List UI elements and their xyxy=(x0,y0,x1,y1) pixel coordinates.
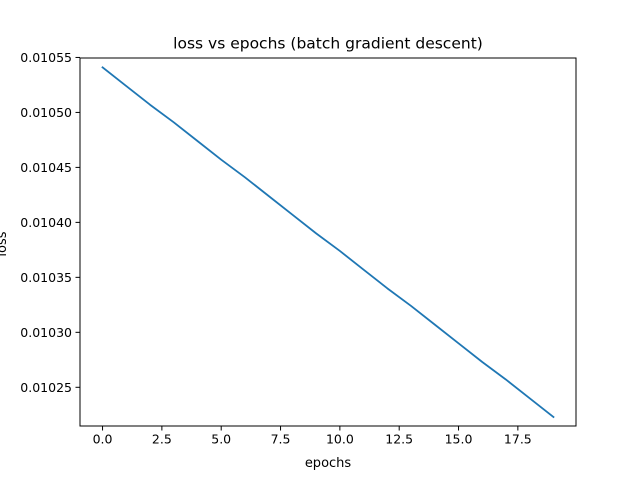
x-tick-label: 2.5 xyxy=(152,432,172,447)
x-tick-label: 7.5 xyxy=(271,432,291,447)
x-axis: 0.0 2.5 5.0 7.5 10.0 12.5 15.0 17.5 xyxy=(93,426,532,447)
y-tick-label: 0.01045 xyxy=(20,160,72,175)
y-tick-label: 0.01030 xyxy=(20,325,72,340)
series-line-0 xyxy=(101,66,555,419)
y-axis: 0.01025 0.01030 0.01035 0.01040 0.01045 0.010… xyxy=(20,50,80,395)
y-tick-label: 0.01050 xyxy=(20,105,72,120)
x-tick-label: 10.0 xyxy=(326,432,354,447)
y-tick-label: 0.01040 xyxy=(20,215,72,230)
x-tick-label: 0.0 xyxy=(93,432,113,447)
y-tick-label: 0.01055 xyxy=(20,50,72,65)
x-tick-label: 17.5 xyxy=(504,432,532,447)
x-tick-label: 15.0 xyxy=(445,432,473,447)
y-axis-label: loss xyxy=(0,231,10,256)
plot-frame xyxy=(79,57,577,427)
chart-title: loss vs epochs (batch gradient descent) xyxy=(173,35,483,53)
y-tick-label: 0.01025 xyxy=(20,380,72,395)
x-tick-label: 12.5 xyxy=(385,432,413,447)
x-tick-label: 5.0 xyxy=(211,432,231,447)
x-axis-label: epochs xyxy=(305,456,352,471)
series-layer xyxy=(101,66,555,419)
plot-area xyxy=(79,57,577,427)
y-tick-label: 0.01035 xyxy=(20,270,72,285)
